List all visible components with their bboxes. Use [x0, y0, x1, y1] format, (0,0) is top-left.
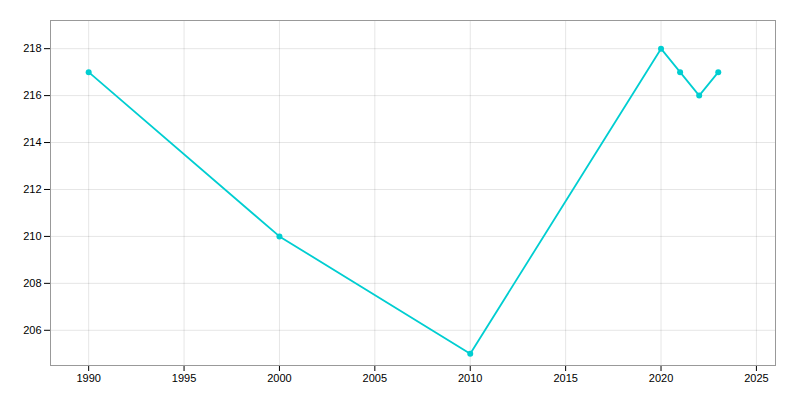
- svg-text:218: 218: [23, 42, 41, 54]
- svg-text:206: 206: [23, 324, 41, 336]
- svg-text:2000: 2000: [267, 372, 291, 384]
- svg-text:2025: 2025: [744, 372, 768, 384]
- svg-text:1995: 1995: [172, 372, 196, 384]
- svg-text:1990: 1990: [76, 372, 100, 384]
- svg-text:2015: 2015: [553, 372, 577, 384]
- svg-text:2005: 2005: [363, 372, 387, 384]
- svg-text:212: 212: [23, 183, 41, 195]
- svg-text:210: 210: [23, 230, 41, 242]
- svg-text:2010: 2010: [458, 372, 482, 384]
- svg-text:2020: 2020: [649, 372, 673, 384]
- svg-text:216: 216: [23, 89, 41, 101]
- svg-text:214: 214: [23, 136, 41, 148]
- svg-text:208: 208: [23, 277, 41, 289]
